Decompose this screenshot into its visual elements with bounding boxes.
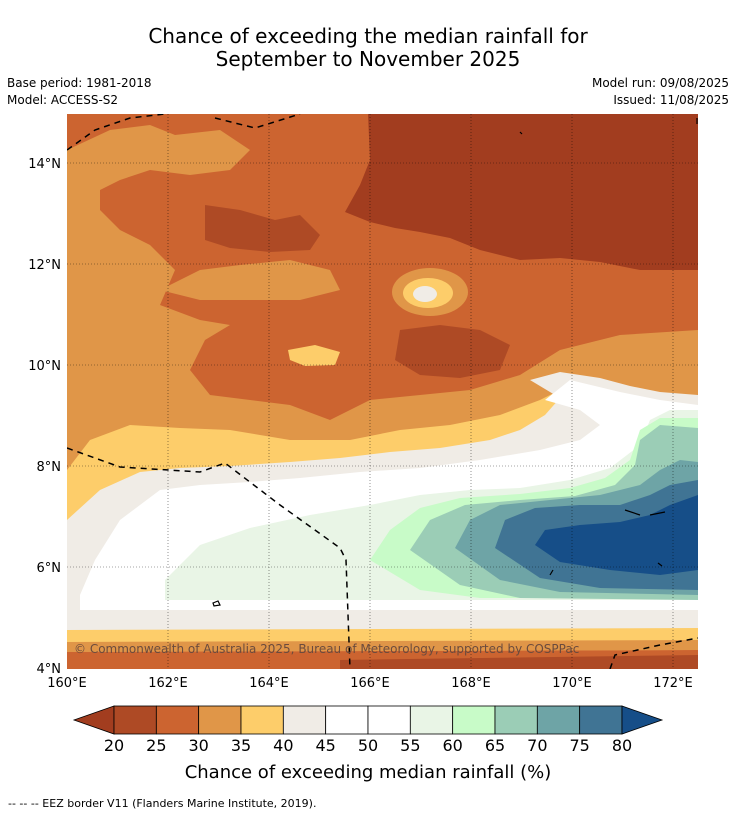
band-30-35-patch-center bbox=[160, 260, 340, 300]
grid-lines bbox=[67, 114, 698, 669]
y-axis-ticks: 14°N 12°N 10°N 8°N 6°N 4°N bbox=[28, 157, 61, 677]
band-35-40-blob bbox=[288, 345, 340, 366]
base-period-label: Base period: 1981-2018 bbox=[7, 76, 152, 90]
y-tick: 8°N bbox=[37, 460, 62, 475]
y-tick: 10°N bbox=[28, 359, 61, 374]
colorbar-swatch bbox=[325, 705, 369, 735]
colorbar-tick-label: 45 bbox=[315, 736, 336, 755]
y-tick: 4°N bbox=[37, 662, 62, 677]
eez-border-south bbox=[67, 447, 351, 669]
colorbar-tick-label: 80 bbox=[611, 736, 633, 755]
x-tick: 168°E bbox=[451, 676, 491, 691]
colorbar-swatch bbox=[409, 705, 454, 735]
colorbar-tick-label: 25 bbox=[146, 736, 167, 755]
band-30-35-south bbox=[67, 640, 698, 652]
y-tick: 6°N bbox=[37, 561, 62, 576]
colorbar-swatch bbox=[198, 705, 242, 735]
band-40-45-spot bbox=[413, 286, 437, 302]
model-label: Model: ACCESS-S2 bbox=[7, 93, 119, 107]
band-35-40-south bbox=[67, 628, 698, 642]
colorbar-swatch bbox=[113, 705, 157, 735]
y-tick: 12°N bbox=[28, 258, 61, 273]
colorbar-tick-label: 35 bbox=[230, 736, 252, 755]
x-tick: 162°E bbox=[148, 676, 188, 691]
eez-border-southeast bbox=[609, 637, 698, 669]
colorbar-tick-label: 20 bbox=[103, 736, 125, 755]
band-40-45-south bbox=[67, 610, 698, 630]
colorbar-swatch bbox=[494, 705, 538, 735]
colorbar-swatch bbox=[536, 705, 581, 735]
band-30-35-patch-north bbox=[67, 125, 250, 200]
colorbar-tick-label: 70 bbox=[527, 736, 548, 755]
colorbar-tick-label: 50 bbox=[357, 736, 379, 755]
band-20-25-west bbox=[205, 205, 320, 252]
x-axis-ticks: 160°E 162°E 164°E 166°E 168°E 170°E 172°… bbox=[47, 676, 693, 691]
colorbar-swatch bbox=[155, 705, 200, 735]
colorbar-swatch bbox=[579, 705, 623, 735]
colorbar-swatch bbox=[282, 705, 327, 735]
colorbar-tick-label: 55 bbox=[400, 736, 421, 755]
contour-layers bbox=[67, 114, 698, 669]
band-20-25-northeast bbox=[345, 114, 698, 270]
x-tick: 172°E bbox=[653, 676, 693, 691]
colorbar-swatch bbox=[452, 705, 496, 735]
colorbar-tick-label: 60 bbox=[442, 736, 463, 755]
model-run-label: Model run: 09/08/2025 bbox=[591, 76, 729, 90]
colorbar-arrow-low bbox=[72, 705, 115, 735]
colorbar-tick-label: 30 bbox=[188, 736, 209, 755]
colorbar-title: Chance of exceeding median rainfall (%) bbox=[184, 762, 552, 783]
copyright-text: © Commonwealth of Australia 2025, Bureau… bbox=[74, 642, 579, 656]
colorbar bbox=[72, 705, 664, 735]
island-marks bbox=[212, 118, 698, 607]
x-tick: 166°E bbox=[350, 676, 390, 691]
colorbar-tick-label: 40 bbox=[273, 736, 294, 755]
colorbar-tick-label: 75 bbox=[569, 736, 590, 755]
band-20-25-south bbox=[340, 655, 698, 669]
x-tick: 170°E bbox=[552, 676, 592, 691]
eez-legend-text: -- -- -- EEZ border V11 (Flanders Marine… bbox=[8, 797, 317, 810]
issued-label: Issued: 11/08/2025 bbox=[613, 93, 729, 107]
y-tick: 14°N bbox=[28, 157, 61, 172]
colorbar-tick-label: 65 bbox=[484, 736, 506, 755]
colorbar-swatch bbox=[367, 705, 411, 735]
x-tick: 164°E bbox=[249, 676, 289, 691]
colorbar-swatch bbox=[240, 705, 284, 735]
band-gt80 bbox=[535, 495, 698, 575]
chart-title-line2: September to November 2025 bbox=[215, 47, 521, 71]
colorbar-arrow-high bbox=[621, 705, 664, 735]
chart-title-line1: Chance of exceeding the median rainfall … bbox=[148, 24, 588, 48]
eez-border-north bbox=[67, 114, 301, 151]
x-tick: 160°E bbox=[47, 676, 87, 691]
